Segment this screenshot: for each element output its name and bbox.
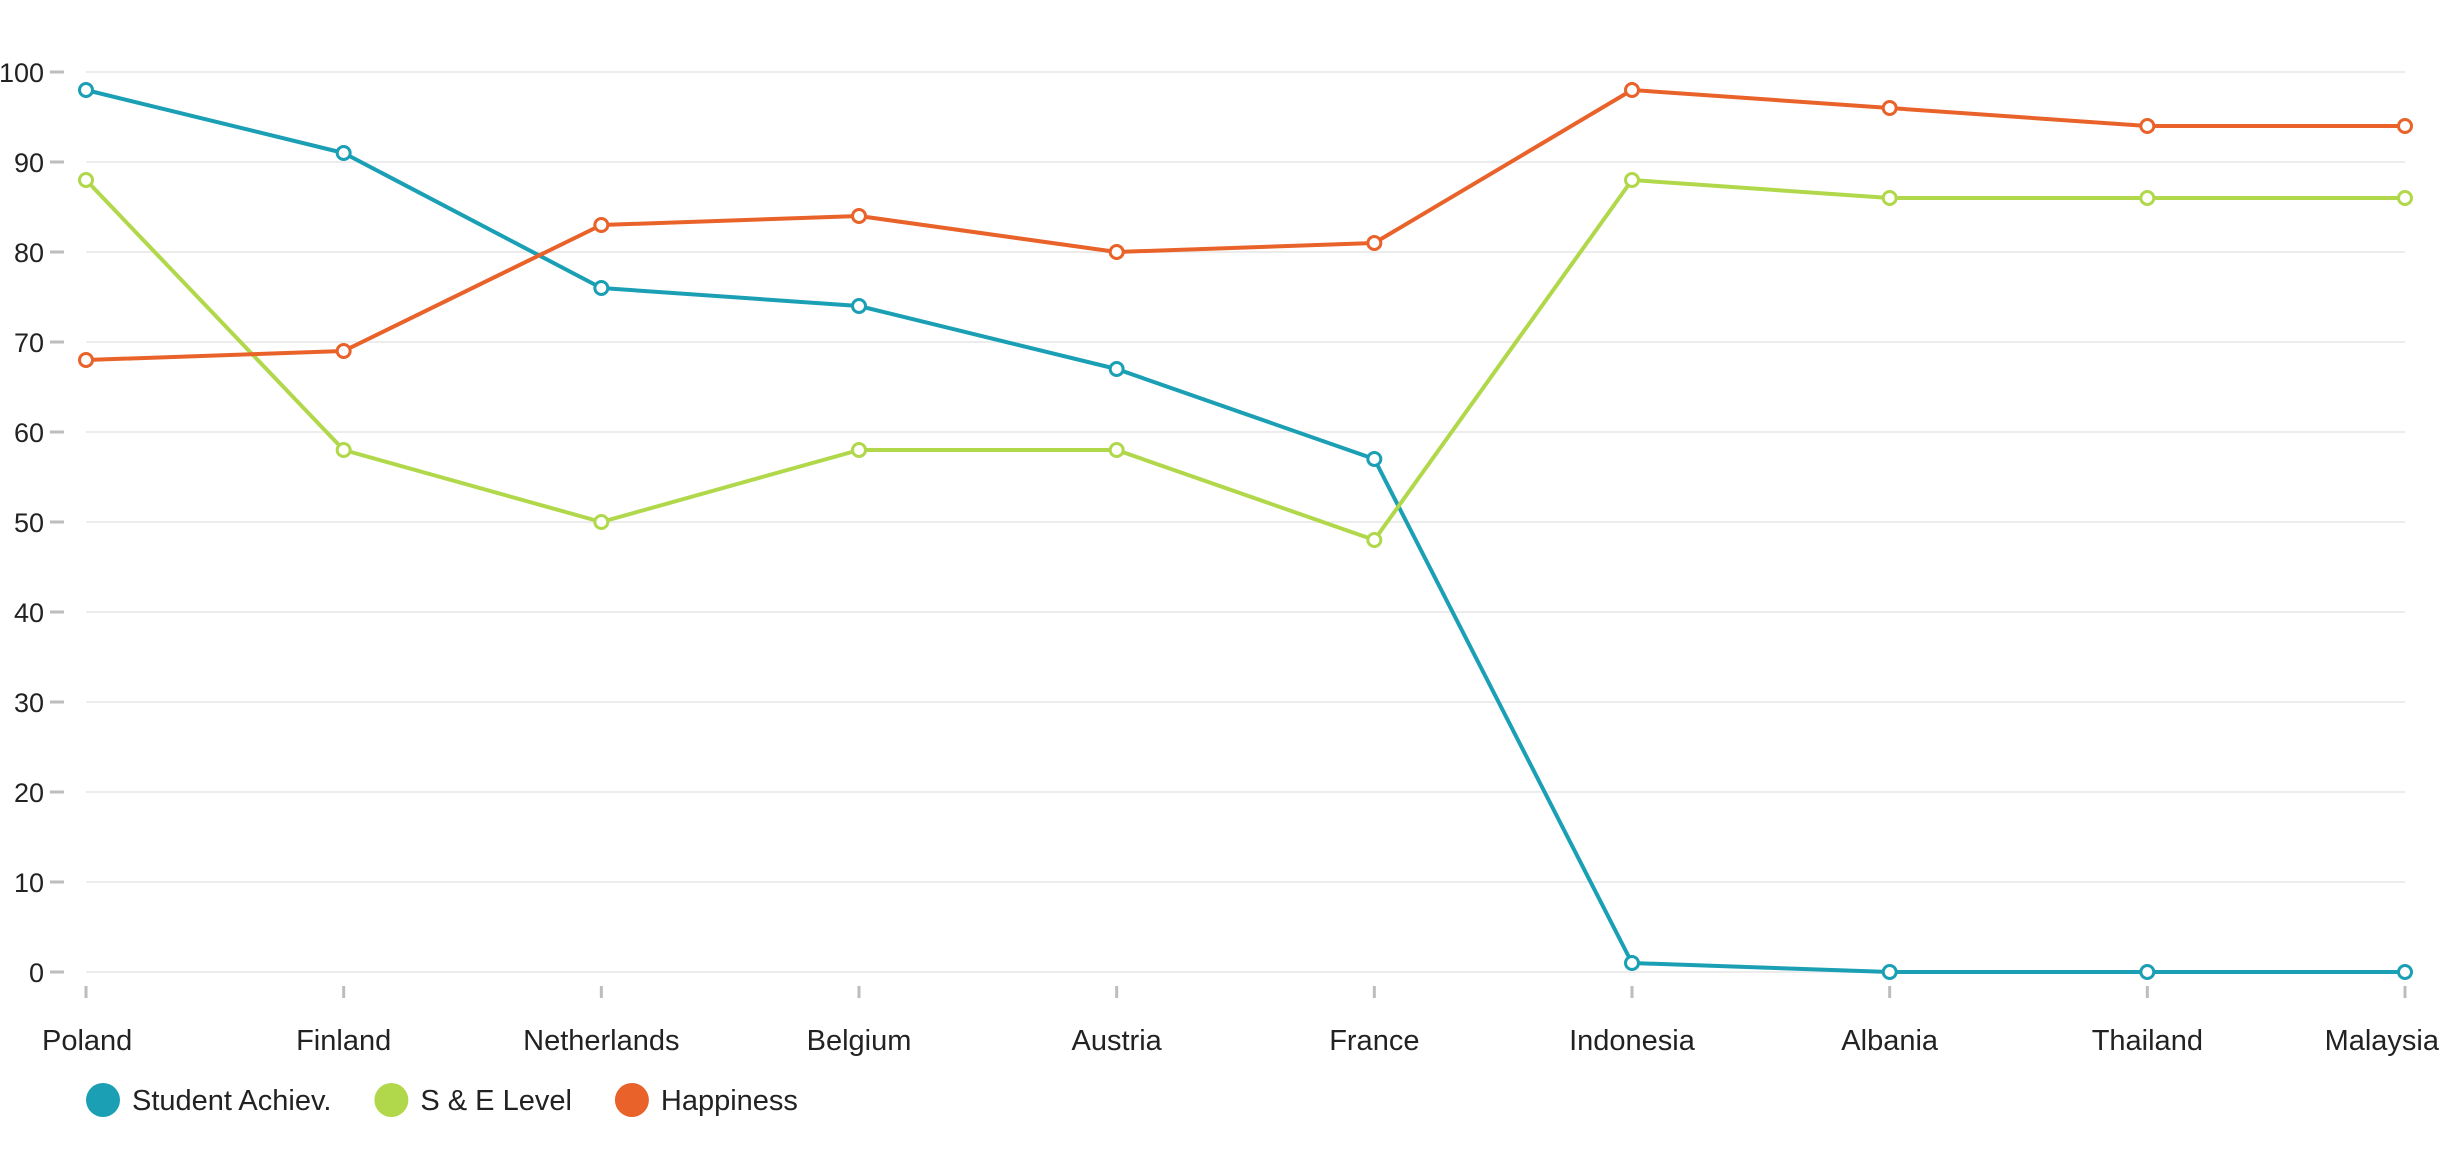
legend-marker-happiness <box>614 1083 649 1117</box>
data-point-s-e-level-5[interactable] <box>1366 532 1383 548</box>
data-point-student-achiev-0[interactable] <box>78 82 94 98</box>
data-point-student-achiev-8[interactable] <box>2139 964 2156 980</box>
series-line-s-e-level <box>84 178 2407 542</box>
legend-item-happiness[interactable]: Happiness <box>614 1083 798 1117</box>
x-tick-label: France <box>1329 1025 1419 1057</box>
data-point-s-e-level-4[interactable] <box>1108 442 1125 458</box>
legend-marker-student-achiev <box>86 1083 120 1117</box>
y-tick-label: 50 <box>14 508 44 538</box>
series-line-student-achiev <box>84 88 2407 974</box>
data-point-student-achiev-2[interactable] <box>593 280 610 296</box>
y-tick-label: 60 <box>14 418 44 448</box>
y-tick-label: 80 <box>14 238 44 268</box>
legend-label: Student Achiev. <box>132 1085 331 1117</box>
data-point-s-e-level-9[interactable] <box>2397 190 2413 206</box>
series-s-e-level <box>78 172 2413 548</box>
data-point-student-achiev-9[interactable] <box>2397 964 2413 980</box>
data-point-s-e-level-3[interactable] <box>851 442 867 458</box>
x-tick-label: Poland <box>42 1025 132 1057</box>
data-point-happiness-2[interactable] <box>593 217 610 233</box>
data-point-happiness-4[interactable] <box>1108 244 1125 260</box>
legend-item-student-achiev[interactable]: Student Achiev. <box>86 1083 331 1117</box>
series-layer <box>78 82 2413 980</box>
data-point-happiness-3[interactable] <box>851 208 867 224</box>
data-point-student-achiev-6[interactable] <box>1624 955 1640 971</box>
data-point-student-achiev-4[interactable] <box>1108 361 1125 377</box>
legend-item-s-e-level[interactable]: S & E Level <box>374 1083 572 1117</box>
data-point-student-achiev-1[interactable] <box>335 145 352 161</box>
data-point-s-e-level-8[interactable] <box>2139 190 2156 206</box>
data-point-s-e-level-0[interactable] <box>78 172 94 188</box>
grid-layer <box>86 71 2405 973</box>
series-student-achiev <box>78 82 2413 980</box>
y-tick-label: 70 <box>14 328 44 358</box>
data-point-s-e-level-1[interactable] <box>335 442 352 458</box>
y-tick-label: 10 <box>14 868 44 898</box>
data-point-happiness-8[interactable] <box>2139 118 2156 134</box>
series-line-happiness <box>84 88 2407 362</box>
data-point-happiness-5[interactable] <box>1366 235 1383 251</box>
x-tick-label: Thailand <box>2092 1025 2203 1057</box>
y-tick-label: 0 <box>29 958 44 988</box>
x-tick-label: Albania <box>1841 1025 1939 1057</box>
data-point-student-achiev-7[interactable] <box>1881 964 1898 980</box>
x-tick-label: Belgium <box>807 1025 912 1057</box>
y-axis: 0 10 20 30 40 50 60 70 80 90 100 <box>0 58 64 988</box>
data-point-happiness-0[interactable] <box>78 352 94 368</box>
series-happiness <box>78 82 2413 368</box>
x-tick-label: Malaysia <box>2325 1025 2440 1057</box>
y-tick-label: 90 <box>14 148 44 178</box>
y-tick-label: 100 <box>0 58 44 88</box>
y-tick-label: 30 <box>14 688 44 718</box>
y-tick-label: 20 <box>14 778 44 808</box>
legend-marker-s-e-level <box>374 1083 409 1117</box>
data-point-s-e-level-2[interactable] <box>593 514 610 530</box>
legend[interactable]: Student Achiev. S & E Level Happiness <box>86 1083 798 1117</box>
data-point-happiness-7[interactable] <box>1881 100 1898 116</box>
data-point-s-e-level-6[interactable] <box>1624 172 1640 188</box>
data-point-s-e-level-7[interactable] <box>1881 190 1898 206</box>
data-point-happiness-6[interactable] <box>1624 82 1640 98</box>
data-point-student-achiev-3[interactable] <box>851 298 867 314</box>
x-tick-label: Finland <box>296 1025 391 1057</box>
x-tick-label: Netherlands <box>523 1025 679 1057</box>
data-point-student-achiev-5[interactable] <box>1366 451 1383 467</box>
x-axis: Poland Finland Netherlands Belgium Austria Fr… <box>42 986 2440 1057</box>
legend-label: Happiness <box>661 1085 798 1117</box>
data-point-happiness-1[interactable] <box>335 343 352 359</box>
legend-label: S & E Level <box>420 1085 572 1117</box>
x-tick-label: Austria <box>1072 1025 1163 1057</box>
data-point-happiness-9[interactable] <box>2397 118 2413 134</box>
y-tick-label: 40 <box>14 598 44 628</box>
x-tick-label: Indonesia <box>1569 1025 1696 1057</box>
